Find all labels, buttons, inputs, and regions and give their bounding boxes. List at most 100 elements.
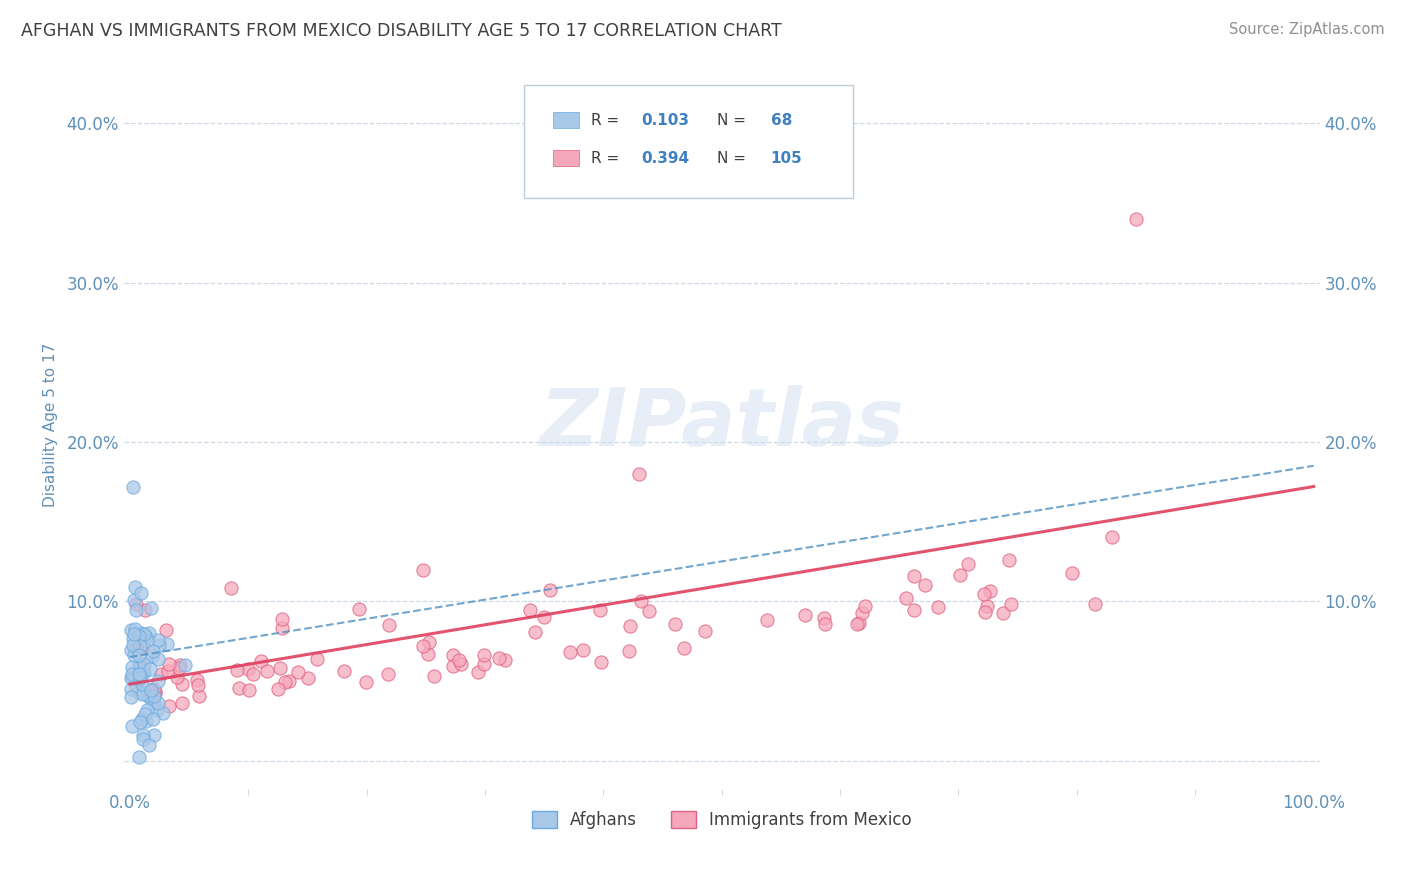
- Point: [219, 581, 242, 595]
- Point: [979, 583, 1001, 598]
- Point: [169, 658, 191, 673]
- Point: [710, 164, 733, 178]
- Point: [124, 622, 146, 636]
- Point: [1084, 597, 1107, 611]
- Point: [423, 669, 446, 683]
- Point: [141, 682, 163, 697]
- Point: [155, 624, 177, 638]
- Point: [135, 634, 157, 648]
- Point: [142, 728, 165, 742]
- Point: [142, 690, 165, 704]
- Point: [124, 668, 146, 682]
- Point: [128, 750, 150, 764]
- Point: [125, 597, 148, 611]
- Point: [238, 682, 260, 697]
- FancyBboxPatch shape: [553, 112, 579, 128]
- Point: [120, 681, 142, 696]
- Point: [228, 681, 250, 695]
- Point: [973, 605, 995, 619]
- Point: [148, 696, 170, 710]
- Point: [973, 587, 995, 601]
- Point: [157, 657, 180, 671]
- Point: [124, 580, 146, 594]
- Point: [124, 679, 146, 693]
- Point: [523, 625, 546, 640]
- Point: [143, 685, 166, 699]
- Point: [128, 629, 150, 643]
- Point: [128, 666, 150, 681]
- Point: [122, 626, 145, 640]
- Text: 0.394: 0.394: [641, 151, 690, 166]
- Point: [139, 682, 162, 697]
- Point: [949, 568, 972, 582]
- Point: [135, 689, 157, 703]
- Point: [120, 642, 142, 657]
- Point: [242, 666, 264, 681]
- Point: [172, 676, 194, 690]
- Point: [848, 616, 870, 631]
- Point: [187, 678, 209, 692]
- Point: [1101, 531, 1123, 545]
- Text: N =: N =: [717, 151, 751, 166]
- Point: [976, 599, 998, 613]
- Point: [174, 658, 197, 673]
- Point: [132, 639, 155, 653]
- Point: [494, 653, 516, 667]
- Point: [538, 583, 561, 598]
- Point: [441, 648, 464, 662]
- Point: [664, 617, 686, 632]
- Point: [120, 671, 142, 685]
- Point: [122, 638, 145, 652]
- Point: [157, 664, 180, 678]
- Point: [333, 664, 356, 678]
- Point: [172, 696, 194, 710]
- Point: [169, 661, 191, 675]
- Point: [122, 632, 145, 646]
- FancyBboxPatch shape: [553, 150, 579, 166]
- Point: [488, 651, 510, 665]
- Point: [236, 662, 259, 676]
- Point: [121, 660, 143, 674]
- Point: [132, 664, 155, 678]
- Point: [418, 635, 440, 649]
- Point: [122, 479, 145, 493]
- Point: [794, 608, 817, 623]
- Point: [472, 648, 495, 662]
- Text: 68: 68: [770, 112, 792, 128]
- Point: [132, 661, 155, 675]
- Point: [271, 612, 294, 626]
- Point: [755, 613, 778, 627]
- Point: [269, 661, 291, 675]
- Point: [142, 712, 165, 726]
- Point: [124, 642, 146, 657]
- Point: [347, 602, 370, 616]
- Point: [274, 674, 297, 689]
- Point: [142, 695, 165, 709]
- Point: [638, 604, 661, 618]
- Point: [619, 619, 641, 633]
- Point: [472, 657, 495, 672]
- Point: [846, 617, 869, 632]
- Point: [695, 624, 717, 638]
- Point: [927, 599, 949, 614]
- Point: [267, 681, 290, 696]
- Point: [412, 639, 434, 653]
- Point: [533, 610, 555, 624]
- Text: R =: R =: [592, 151, 624, 166]
- Point: [851, 606, 873, 620]
- Point: [991, 606, 1014, 620]
- Point: [128, 661, 150, 675]
- Point: [157, 698, 180, 713]
- Point: [589, 655, 612, 669]
- Point: [619, 644, 641, 658]
- Point: [136, 703, 159, 717]
- Point: [132, 728, 155, 742]
- Point: [146, 703, 169, 717]
- Point: [914, 578, 936, 592]
- Point: [813, 611, 835, 625]
- Point: [131, 677, 153, 691]
- Point: [447, 653, 470, 667]
- Point: [121, 671, 143, 685]
- Point: [377, 667, 399, 681]
- Point: [148, 633, 170, 648]
